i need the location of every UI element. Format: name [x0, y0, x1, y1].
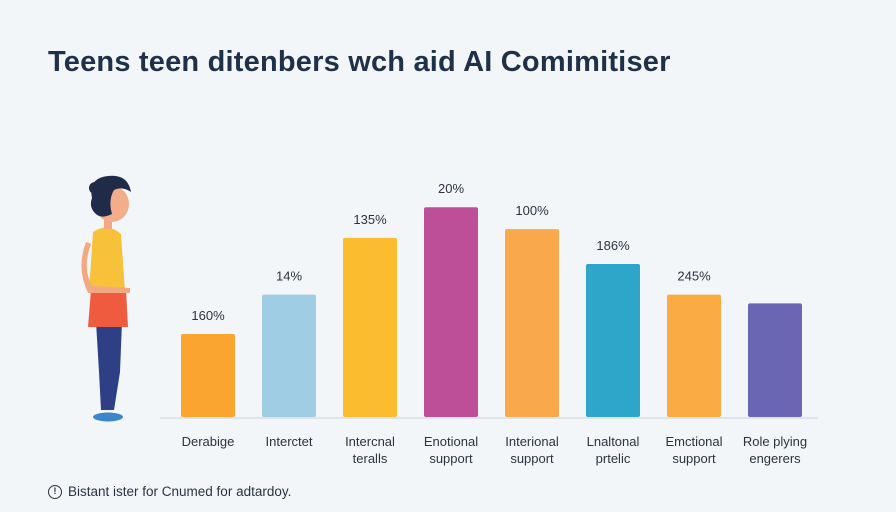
bar-value-label: 245% — [677, 269, 711, 284]
bar-value-label: 186% — [596, 238, 630, 253]
category-label: Derabige — [182, 434, 235, 449]
bar-value-label: 14% — [276, 269, 302, 284]
category-label: support — [429, 451, 473, 466]
bar-value-label: 100% — [515, 203, 549, 218]
bar — [748, 303, 802, 417]
chart-title: Teens teen ditenbers wch aid AI Comimiti… — [48, 46, 671, 78]
category-label: support — [672, 451, 716, 466]
category-label: Interional — [505, 434, 559, 449]
bar — [667, 294, 721, 417]
category-label: Interctet — [266, 434, 313, 449]
bar-value-label: 160% — [191, 308, 225, 323]
teen-figure-illustration — [81, 175, 131, 422]
category-label: teralls — [353, 451, 388, 466]
bar — [505, 229, 559, 417]
footnote-text: Bistant ister for Cnumed for adtardoy. — [68, 484, 292, 499]
category-label: prtelic — [596, 451, 631, 466]
bar-value-label: 20% — [438, 181, 464, 196]
category-label: Intercnal — [345, 434, 395, 449]
category-label: Emctional — [665, 434, 722, 449]
bar — [586, 264, 640, 417]
category-label: engerers — [749, 451, 801, 466]
bar — [181, 333, 235, 417]
bar-value-label: 135% — [353, 212, 387, 227]
footnote: ! Bistant ister for Cnumed for adtardoy. — [48, 484, 291, 499]
bar — [424, 207, 478, 417]
category-label: Role plying — [743, 434, 807, 449]
category-label: Lnaltonal — [587, 434, 640, 449]
bar — [343, 237, 397, 417]
bar — [262, 294, 316, 417]
info-icon: ! — [48, 484, 62, 499]
category-label: support — [510, 451, 554, 466]
category-label: Enotional — [424, 434, 478, 449]
